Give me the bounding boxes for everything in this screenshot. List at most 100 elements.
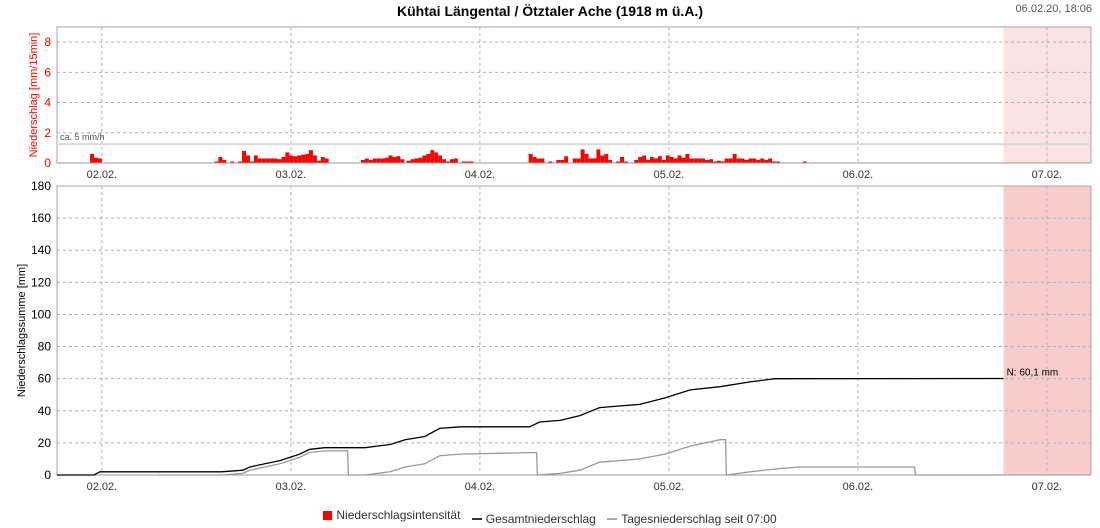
intensity-bar — [592, 158, 597, 163]
intensity-bar — [616, 161, 621, 163]
intensity-y-tick: 6 — [44, 65, 51, 79]
intensity-bar — [649, 156, 654, 163]
intensity-bar — [584, 153, 589, 163]
intensity-bar — [775, 161, 780, 163]
intensity-bar — [316, 160, 321, 163]
intensity-bar — [320, 156, 325, 163]
intensity-bar — [604, 153, 609, 163]
intensity-bar — [665, 155, 670, 163]
intensity-bar — [572, 158, 577, 163]
intensity-bar — [465, 161, 470, 163]
intensity-bar — [600, 155, 605, 163]
intensity-x-tick: 04.02. — [465, 169, 496, 181]
intensity-bar — [384, 157, 389, 163]
intensity-bar — [392, 156, 397, 163]
intensity-x-tick: 02.02. — [87, 169, 118, 181]
intensity-bar — [748, 158, 753, 163]
sum-y-tick: 100 — [31, 307, 51, 321]
intensity-bar — [360, 159, 365, 163]
intensity-bar — [661, 159, 666, 163]
intensity-bar — [536, 158, 541, 163]
sum-x-tick: 02.02. — [87, 481, 118, 493]
intensity-bar — [756, 159, 761, 163]
intensity-bar — [418, 157, 423, 163]
sum-plot-frame — [56, 185, 1092, 476]
intensity-bar — [396, 156, 401, 163]
sum-y-tick: 80 — [38, 340, 52, 354]
intensity-bar — [685, 153, 690, 163]
intensity-bar — [653, 158, 658, 163]
intensity-bar — [309, 150, 313, 163]
intensity-bar — [588, 158, 593, 163]
sum-y-axis-label: Niederschlagssumme [mm] — [16, 264, 28, 397]
intensity-bar — [312, 155, 317, 163]
sum-y-tick: 160 — [31, 211, 51, 225]
intensity-bar — [388, 155, 393, 163]
threshold-label: ca. 5 mm/h — [60, 132, 105, 142]
timestamp: 06.02.20, 18:06 — [1015, 3, 1092, 15]
intensity-bar — [230, 161, 235, 163]
legend-item-intensity: Niederschlagsintensität — [323, 508, 460, 522]
intensity-bar — [242, 150, 247, 163]
sum-y-tick: 140 — [31, 243, 51, 257]
intensity-bar — [646, 159, 650, 163]
intensity-y-tick: 4 — [44, 96, 51, 110]
sum-x-tick: 03.02. — [276, 481, 307, 493]
intensity-bar — [249, 161, 254, 163]
intensity-bar — [697, 158, 702, 163]
intensity-bar — [253, 155, 258, 163]
legend-label: Niederschlagsintensität — [336, 508, 461, 522]
intensity-bar — [406, 160, 411, 163]
intensity-bar — [410, 159, 415, 163]
intensity-bar — [744, 159, 749, 163]
intensity-bar — [414, 158, 419, 163]
intensity-bar — [669, 156, 674, 163]
intensity-bar — [624, 161, 628, 163]
intensity-bar — [638, 156, 643, 163]
intensity-bar — [442, 159, 447, 163]
intensity-bar — [693, 158, 698, 163]
intensity-x-tick: 06.02. — [843, 169, 874, 181]
intensity-bar — [740, 158, 745, 163]
legend-swatch — [323, 510, 333, 520]
legend-swatch — [607, 517, 618, 520]
intensity-bar — [461, 161, 466, 163]
intensity-bar — [752, 158, 757, 163]
intensity-bar — [802, 161, 807, 163]
series-line-gesamtniederschlag — [57, 377, 1004, 476]
sum-y-tick: 20 — [38, 436, 52, 450]
intensity-bar — [297, 155, 302, 163]
legend-item-daily: Tagesniederschlag seit 07:00 — [607, 512, 777, 526]
sum-x-tick: 04.02. — [465, 481, 496, 493]
legend-label: Gesamtniederschlag — [485, 511, 596, 526]
legend: Niederschlagsintensität Gesamtniederschl… — [0, 508, 1100, 526]
intensity-x-tick: 03.02. — [276, 169, 307, 181]
sum-x-tick: 06.02. — [843, 481, 874, 493]
intensity-bar — [657, 156, 662, 163]
intensity-bar — [580, 149, 585, 163]
sum-y-tick: 60 — [38, 372, 52, 386]
intensity-x-tick: 07.02. — [1032, 169, 1063, 181]
intensity-bar — [261, 158, 266, 163]
intensity-bar — [712, 161, 717, 163]
intensity-bar — [576, 158, 581, 163]
intensity-bar — [281, 156, 286, 163]
intensity-bar — [422, 155, 427, 163]
legend-item-total: Gesamtniederschlag — [471, 511, 596, 526]
intensity-bar — [689, 158, 694, 163]
intensity-bar — [677, 155, 682, 163]
total-label: N: 60,1 mm — [1007, 368, 1059, 379]
intensity-bar — [673, 158, 678, 163]
intensity-bar — [556, 159, 561, 163]
intensity-bar — [564, 156, 569, 163]
intensity-bar — [642, 155, 647, 163]
intensity-bar — [257, 158, 262, 163]
sum-y-tick: 120 — [31, 275, 51, 289]
intensity-bar — [269, 158, 274, 163]
intensity-bar — [430, 150, 435, 163]
intensity-bar — [90, 153, 95, 163]
intensity-bar — [372, 158, 377, 163]
intensity-bar — [285, 152, 290, 163]
intensity-bar — [449, 159, 454, 163]
